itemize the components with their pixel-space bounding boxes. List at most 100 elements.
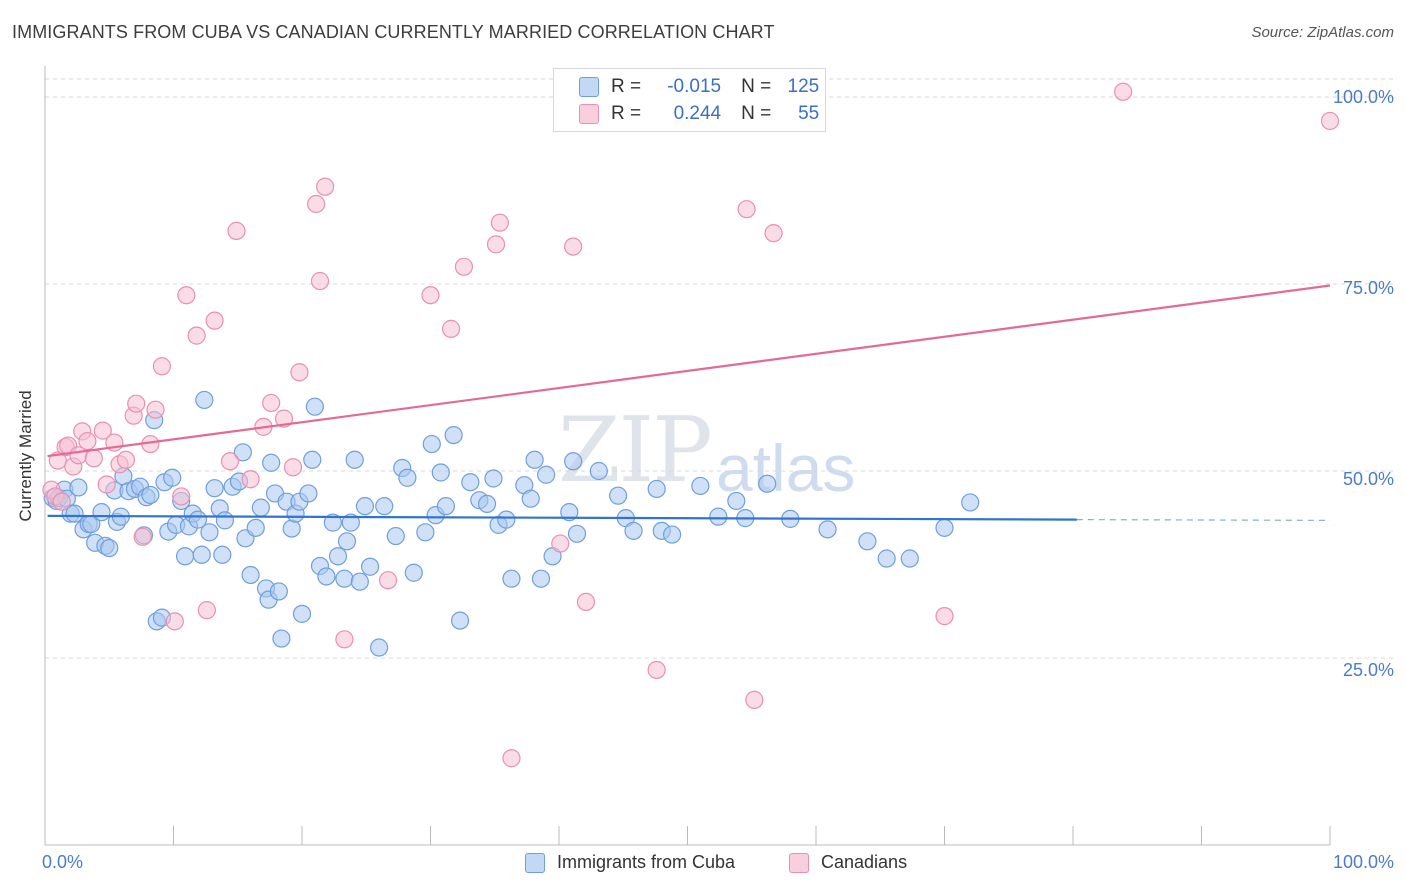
data-point <box>200 523 219 542</box>
data-point <box>737 200 756 219</box>
data-point <box>961 493 980 512</box>
data-point <box>567 524 587 543</box>
data-point <box>551 534 570 553</box>
legend-row-canadians: R = 0.244 N = 55 <box>579 102 819 126</box>
data-point <box>337 532 357 551</box>
data-point <box>141 485 160 505</box>
blue-swatch-icon <box>579 77 599 97</box>
trend-line-cuba <box>47 514 1077 521</box>
data-point <box>307 194 326 214</box>
series-immigrants-from-cuba <box>43 390 980 657</box>
data-point <box>454 257 474 276</box>
data-point <box>858 532 877 551</box>
data-point <box>450 611 470 630</box>
data-point <box>935 607 954 626</box>
data-point <box>662 525 682 544</box>
data-point <box>421 286 440 305</box>
data-point <box>1114 82 1133 101</box>
data-point <box>215 511 234 530</box>
data-point <box>52 492 71 511</box>
data-point <box>305 397 324 416</box>
data-point <box>262 393 281 413</box>
pink-swatch-icon <box>579 104 599 124</box>
data-point <box>647 660 666 680</box>
n-label: N = <box>741 103 772 124</box>
data-point <box>246 518 265 537</box>
data-point <box>416 523 435 542</box>
data-point <box>175 547 195 566</box>
data-point <box>877 549 896 568</box>
r-label: R = <box>611 103 642 124</box>
data-point <box>262 453 281 472</box>
y-tick-25: 25.0% <box>1342 660 1394 680</box>
data-point <box>818 520 837 539</box>
data-point <box>133 527 152 546</box>
data-point <box>69 478 88 497</box>
data-point <box>350 572 369 591</box>
data-point <box>146 400 165 419</box>
n-value: 55 <box>798 103 820 124</box>
data-point <box>292 604 312 623</box>
data-point <box>484 469 503 488</box>
data-point <box>378 571 398 590</box>
data-point <box>361 557 380 576</box>
data-point <box>205 479 224 498</box>
data-point <box>564 452 583 471</box>
series-canadians <box>42 82 1340 768</box>
data-point <box>227 221 246 240</box>
r-value: -0.015 <box>667 76 722 97</box>
data-point <box>197 601 217 620</box>
data-point <box>461 473 480 492</box>
y-tick-50: 50.0% <box>1342 469 1394 489</box>
y-axis-label: Currently Married <box>16 390 35 522</box>
data-point <box>127 394 146 413</box>
source-label: Source: ZipAtlas.com <box>1251 24 1394 41</box>
data-point <box>323 513 342 532</box>
x-tick-max: 100.0% <box>1332 852 1394 872</box>
data-point <box>241 565 260 585</box>
data-point <box>78 431 97 451</box>
legend-row-cuba: R = -0.015 N = 125 <box>579 75 819 99</box>
data-point <box>93 421 112 440</box>
data-point <box>900 549 919 568</box>
data-point <box>283 458 303 477</box>
data-point <box>502 569 521 588</box>
data-point <box>436 497 456 516</box>
data-point <box>165 612 184 631</box>
data-point <box>152 357 172 376</box>
data-point <box>241 470 260 489</box>
data-point <box>269 582 288 601</box>
data-point <box>386 526 405 546</box>
data-point <box>195 390 214 410</box>
data-point <box>316 177 335 196</box>
data-point <box>576 592 596 612</box>
trend-line-canadians <box>47 284 1331 458</box>
data-point <box>624 521 643 540</box>
legend-label-canadians: Canadians <box>821 852 908 872</box>
data-point <box>502 749 521 768</box>
data-point <box>497 510 516 529</box>
data-point <box>422 434 441 454</box>
data-point <box>589 461 608 481</box>
data-point <box>477 494 497 514</box>
data-point <box>564 237 583 256</box>
data-point <box>116 450 136 469</box>
legend-item-canadians: Canadians <box>789 852 907 873</box>
blue-swatch-icon <box>525 852 545 873</box>
data-point <box>233 443 252 462</box>
data-point <box>205 311 224 330</box>
y-tick-75: 75.0% <box>1342 278 1394 298</box>
data-point <box>192 545 211 564</box>
data-point <box>560 503 579 522</box>
data-point <box>727 491 746 511</box>
trend-lines <box>47 284 1331 521</box>
data-point <box>531 569 551 588</box>
data-point <box>317 567 336 586</box>
data-point <box>691 476 710 496</box>
data-point <box>335 630 354 649</box>
data-point <box>764 224 783 243</box>
data-point <box>490 213 509 232</box>
data-point <box>274 409 294 428</box>
data-point <box>251 498 270 517</box>
